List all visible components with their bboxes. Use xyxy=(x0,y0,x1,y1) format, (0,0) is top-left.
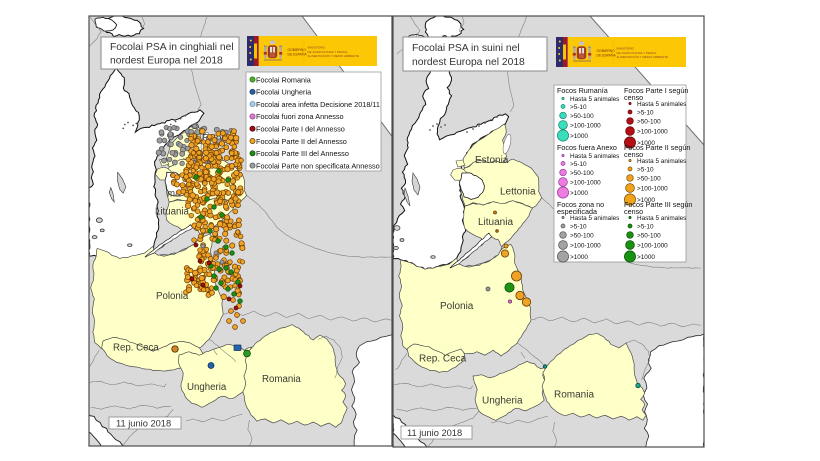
svg-text:Polonia: Polonia xyxy=(156,291,189,302)
svg-text:especificada: especificada xyxy=(557,207,597,216)
svg-text:Romania: Romania xyxy=(554,390,594,401)
svg-text:Hasta 5 animales: Hasta 5 animales xyxy=(570,96,619,103)
svg-text:>100-1000: >100-1000 xyxy=(637,242,668,249)
svg-text:Polonia: Polonia xyxy=(440,301,474,312)
svg-text:Focos Parte III según: Focos Parte III según xyxy=(624,200,692,209)
svg-text:Hasta 5 animales: Hasta 5 animales xyxy=(637,158,686,165)
svg-text:>5-10: >5-10 xyxy=(570,161,587,168)
svg-text:>100-1000: >100-1000 xyxy=(637,128,668,135)
svg-text:Focolai PSA in suini nel: Focolai PSA in suini nel xyxy=(412,43,520,54)
svg-text:Focos Parte II según: Focos Parte II según xyxy=(624,143,690,152)
svg-text:Rep. Ceca: Rep. Ceca xyxy=(113,343,159,354)
svg-text:nordest Europa nel 2018: nordest Europa nel 2018 xyxy=(412,57,525,68)
svg-text:Hasta 5 animales: Hasta 5 animales xyxy=(570,215,619,222)
svg-text:Focolai Parte III del Annesso: Focolai Parte III del Annesso xyxy=(256,149,349,158)
svg-text:>50-100: >50-100 xyxy=(637,232,661,239)
svg-text:>100-1000: >100-1000 xyxy=(570,242,601,249)
svg-text:Focolai fuori zona Annesso: Focolai fuori zona Annesso xyxy=(256,112,344,121)
svg-text:>5-10: >5-10 xyxy=(570,104,587,111)
svg-text:>5-10: >5-10 xyxy=(637,109,654,116)
svg-text:Focolai Parte I del Annesso: Focolai Parte I del Annesso xyxy=(256,125,345,134)
svg-text:Focolai Parte II del Annesso: Focolai Parte II del Annesso xyxy=(256,137,347,146)
svg-text:>1000: >1000 xyxy=(570,190,588,197)
svg-text:>1000: >1000 xyxy=(637,197,655,204)
svg-text:>1000: >1000 xyxy=(637,140,655,147)
svg-text:>50-100: >50-100 xyxy=(570,113,594,120)
svg-text:>50-100: >50-100 xyxy=(570,232,594,239)
svg-text:Focolai area infetta Decision: Focolai area infetta Decisione 2018/11 xyxy=(256,100,380,109)
svg-text:Focos fuera Anexo: Focos fuera Anexo xyxy=(557,143,617,152)
svg-text:Lituania: Lituania xyxy=(478,217,513,228)
svg-text:Focos Parte I según: Focos Parte I según xyxy=(624,86,688,95)
svg-text:>100-1000: >100-1000 xyxy=(570,122,601,129)
svg-text:Focos zona no: Focos zona no xyxy=(557,200,604,209)
svg-text:Focolai Parte non specificata: Focolai Parte non specificata Annesso xyxy=(256,161,380,170)
svg-text:>5-10: >5-10 xyxy=(637,166,654,173)
svg-text:Hasta 5 animales: Hasta 5 animales xyxy=(637,215,686,222)
svg-text:>5-10: >5-10 xyxy=(570,223,587,230)
svg-text:Ungheria: Ungheria xyxy=(187,382,227,393)
svg-text:Lettonia: Lettonia xyxy=(500,187,536,198)
svg-text:censo: censo xyxy=(624,150,643,159)
svg-text:>100-1000: >100-1000 xyxy=(570,179,601,186)
svg-text:>50-100: >50-100 xyxy=(637,118,661,125)
svg-text:>50-100: >50-100 xyxy=(570,170,594,177)
svg-text:Focolai PSA in cinghiali nel: Focolai PSA in cinghiali nel xyxy=(110,42,234,53)
svg-text:censo: censo xyxy=(624,93,643,102)
svg-text:11 junio 2018: 11 junio 2018 xyxy=(116,419,171,429)
svg-text:Hasta 5 animales: Hasta 5 animales xyxy=(637,101,686,108)
svg-text:censo: censo xyxy=(624,207,643,216)
svg-text:>1000: >1000 xyxy=(570,254,588,261)
svg-text:Lituania: Lituania xyxy=(155,207,190,218)
svg-text:>1000: >1000 xyxy=(570,133,588,140)
svg-text:Hasta 5 animales: Hasta 5 animales xyxy=(570,153,619,160)
svg-text:Focolai Romania: Focolai Romania xyxy=(256,75,312,84)
svg-text:Rep. Ceca: Rep. Ceca xyxy=(419,354,467,365)
svg-text:ma: ma xyxy=(167,189,181,200)
svg-text:>100-1000: >100-1000 xyxy=(637,185,668,192)
svg-text:Focos Rumanía: Focos Rumanía xyxy=(557,86,608,95)
svg-text:Ungheria: Ungheria xyxy=(482,396,523,407)
svg-text:>5-10: >5-10 xyxy=(637,223,654,230)
svg-text:>1000: >1000 xyxy=(637,254,655,261)
svg-text:>50-100: >50-100 xyxy=(637,175,661,182)
svg-text:Estonia: Estonia xyxy=(202,133,235,144)
svg-text:Estonia: Estonia xyxy=(475,155,509,166)
svg-text:nordest Europa nel 2018: nordest Europa nel 2018 xyxy=(110,56,223,67)
svg-text:Romania: Romania xyxy=(262,374,301,385)
svg-text:11 junio 2018: 11 junio 2018 xyxy=(407,428,462,438)
svg-text:Focolai Ungheria: Focolai Ungheria xyxy=(256,88,312,97)
